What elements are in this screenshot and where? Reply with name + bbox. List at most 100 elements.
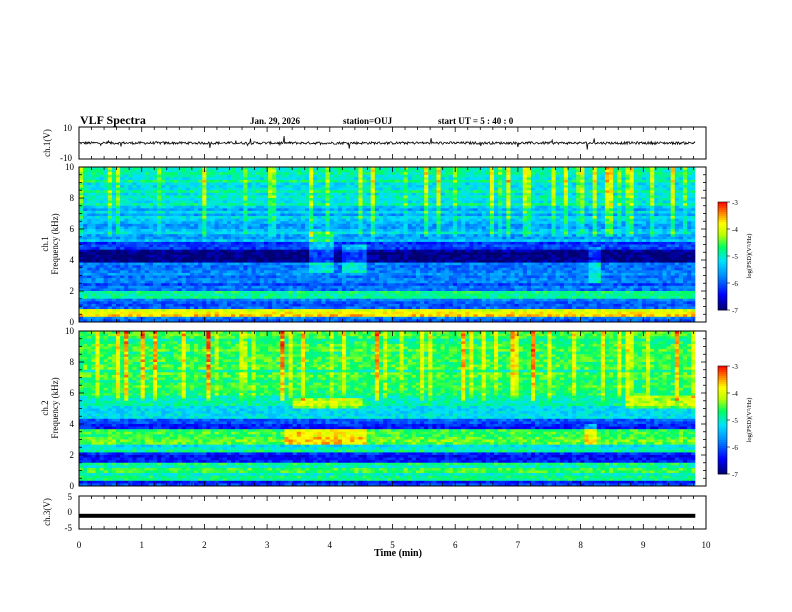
spectrogram-cell [604, 182, 610, 186]
spectrogram-cell [617, 239, 622, 243]
spectrogram-cell [251, 236, 257, 240]
spectrogram-cell [489, 231, 495, 235]
spectrogram-cell [366, 239, 372, 243]
spectrogram-cell [354, 174, 359, 178]
spectrogram-cell [424, 244, 429, 248]
spectrogram-cell [115, 192, 121, 196]
spectrogram-cell [157, 216, 162, 220]
spectrogram-cell [214, 203, 220, 207]
spectrogram-cell [214, 236, 220, 240]
spectrogram-cell [263, 218, 269, 222]
spectrogram-cell [387, 169, 392, 173]
spectrogram-cell [202, 231, 207, 235]
spectrogram-cell [350, 229, 355, 232]
spectrogram-cell [518, 229, 524, 232]
spectrogram-cell [440, 187, 446, 191]
spectrogram-cell [296, 249, 302, 253]
spectrogram-cell [625, 203, 630, 207]
spectrogram-cell [103, 187, 109, 191]
spectrogram-cell [625, 241, 630, 245]
spectrogram-cell [687, 236, 692, 240]
spectrogram-cell [502, 218, 507, 222]
spectrogram-cell [259, 247, 265, 251]
spectrogram-cell [144, 218, 150, 222]
spectrogram-cell [436, 223, 441, 227]
spectrogram-cell [374, 190, 380, 194]
spectrogram-cell [502, 167, 507, 170]
spectrogram-cell [243, 200, 248, 204]
spectrogram-cell [448, 213, 454, 217]
spectrogram-cell [621, 213, 626, 217]
spectrogram-cell [432, 198, 437, 201]
spectrogram-cell [440, 200, 446, 204]
spectrogram-cell [235, 200, 240, 204]
spectrogram-cell [687, 239, 692, 243]
spectrogram-cell [432, 210, 437, 214]
spectrogram-cell [477, 208, 483, 212]
spectrogram-cell [243, 234, 248, 238]
spectrogram-cell [666, 187, 672, 191]
spectrogram-cell [518, 218, 524, 222]
spectrogram-cell [210, 167, 215, 170]
spectrogram-cell [284, 177, 289, 181]
spectrogram-cell [317, 179, 322, 183]
spectrogram-cell [391, 187, 396, 191]
spectrogram-cell [202, 192, 207, 196]
spectrogram-cell [304, 208, 310, 212]
spectrogram-cell [539, 247, 544, 251]
spectrogram-cell [596, 185, 602, 189]
spectrogram-cell [395, 203, 400, 207]
spectrogram-cell [530, 234, 536, 238]
spectrogram-cell [292, 172, 298, 176]
spectrogram-cell [243, 177, 248, 181]
spectrogram-cell [629, 218, 635, 222]
spectrogram-cell [210, 218, 215, 222]
spectrogram-cell [506, 234, 511, 238]
spectrogram-cell [485, 208, 491, 212]
spectrogram-cell [683, 187, 688, 191]
spectrogram-cell [362, 187, 368, 191]
spectrogram-cell [518, 244, 524, 248]
spectrogram-cell [415, 213, 421, 217]
spectrogram-cell [391, 218, 396, 222]
spectrogram-cell [633, 229, 639, 232]
spectrogram-cell [625, 182, 630, 186]
spectrogram-cell [136, 187, 142, 191]
spectrogram-cell [111, 213, 117, 217]
spectrogram-cell [268, 205, 273, 209]
spectrogram-cell [457, 190, 462, 194]
spectrogram-cell [214, 205, 220, 209]
spectrogram-cell [189, 213, 195, 217]
spectrogram-cell [637, 200, 643, 204]
spectrogram-cell [284, 172, 289, 176]
spectrogram-cell [600, 210, 606, 214]
spectrogram-cell [489, 185, 495, 189]
spectrogram-cell [173, 216, 179, 220]
spectrogram-cell [341, 174, 347, 178]
spectrogram-cell [91, 187, 96, 191]
spectrogram-cell [128, 229, 133, 232]
spectrogram-cell [555, 177, 561, 181]
spectrogram-cell [124, 167, 129, 170]
spectrogram-cell [428, 247, 433, 251]
spectrogram-cell [309, 247, 314, 251]
spectrogram-cell [629, 172, 635, 176]
spectrogram-cell [99, 174, 105, 178]
spectrogram-cell [247, 182, 252, 186]
spectrogram-cell [399, 192, 405, 196]
spectrogram-cell [239, 221, 244, 225]
spectrogram-cell [321, 179, 326, 183]
spectrogram-cell [530, 167, 536, 170]
spectrogram-cell [646, 223, 651, 227]
spectrogram-cell [637, 169, 643, 173]
spectrogram-cell [563, 239, 569, 243]
spectrogram-cell [498, 236, 503, 240]
spectrogram-cell [650, 187, 655, 191]
spectrogram-cell [477, 187, 483, 191]
spectrogram-cell [432, 192, 437, 196]
spectrogram-cell [683, 234, 688, 238]
spectrogram-cell [670, 177, 676, 181]
spectrogram-cell [469, 247, 474, 251]
spectrogram-cell [304, 169, 310, 173]
spectrogram-cell [333, 190, 339, 194]
